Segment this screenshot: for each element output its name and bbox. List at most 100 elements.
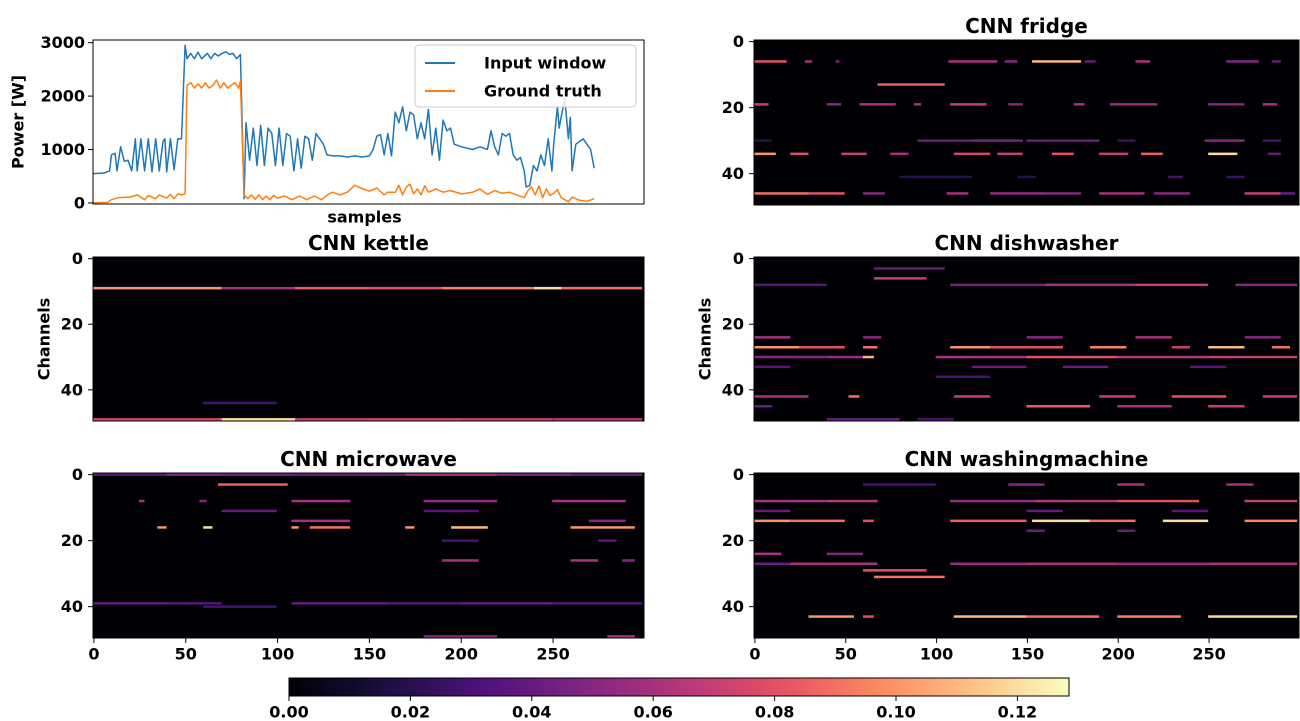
- heatmap-cell: [863, 569, 927, 572]
- heatmap-cell: [1268, 152, 1281, 156]
- colorbar-tick-label: 0.00: [269, 703, 308, 721]
- heatmap-cell: [423, 635, 498, 638]
- heatmap-cell: [1208, 355, 1298, 359]
- heatmap-cell: [166, 602, 222, 605]
- heatmap-cell: [1244, 336, 1281, 339]
- heatmap-cell: [221, 509, 277, 513]
- heatmap-cell: [863, 192, 885, 195]
- heatmap-cell: [950, 562, 1027, 565]
- heatmap-cell: [552, 418, 643, 421]
- y-tick-label: 40: [722, 380, 744, 399]
- heatmap-cell: [1141, 152, 1163, 156]
- heatmap-cell: [1171, 346, 1190, 349]
- panel-title: CNN dishwasher: [935, 231, 1119, 255]
- y-tick-label: 20: [61, 315, 83, 334]
- heatmap-cell: [826, 552, 863, 556]
- heatmap-cell: [863, 355, 874, 359]
- heatmap-cell: [1008, 103, 1023, 106]
- heatmap-background: [93, 473, 644, 638]
- heatmap-cell: [990, 346, 1063, 349]
- heatmap-cell: [622, 559, 635, 562]
- heatmap-cell: [1090, 519, 1136, 523]
- heatmap-cell: [1044, 192, 1081, 195]
- heatmap-cell: [221, 473, 292, 476]
- y-axis-label: Channels: [696, 298, 715, 381]
- heatmap-cell: [946, 192, 969, 195]
- heatmap-cell: [935, 355, 1027, 359]
- heatmap-cell: [754, 283, 827, 287]
- heatmap-cell: [1026, 529, 1045, 532]
- heatmap-cell: [1208, 346, 1245, 349]
- heatmap-cell: [754, 192, 809, 195]
- heatmap-cell: [917, 139, 972, 142]
- heatmap-cell: [1008, 483, 1045, 486]
- heatmap-cell: [1084, 60, 1096, 63]
- heatmap-cell: [93, 418, 222, 421]
- heatmap-cell: [1226, 60, 1259, 63]
- heatmap-cell: [953, 395, 991, 398]
- heatmap-cell: [607, 635, 635, 638]
- heatmap-cell: [442, 559, 479, 562]
- heatmap-cell: [291, 602, 387, 605]
- y-tick-label: 0: [733, 249, 744, 268]
- heatmap-cell: [863, 336, 882, 339]
- heatmap-cell: [808, 615, 854, 618]
- heatmap-cell: [1026, 139, 1100, 142]
- heatmap-cell: [598, 539, 617, 542]
- heatmap-cell: [997, 152, 1023, 156]
- heatmap-cell: [754, 365, 791, 369]
- heatmap-cell: [1208, 103, 1245, 106]
- heatmap-cell: [1262, 103, 1278, 106]
- heatmap-cell: [841, 152, 867, 156]
- heatmap-cell: [1208, 405, 1245, 408]
- heatmap-cell: [754, 395, 809, 398]
- y-tick-label: 0: [72, 465, 83, 484]
- heatmap-cell: [1117, 499, 1200, 503]
- heatmap-cell: [835, 60, 840, 63]
- heatmap-cell: [1026, 336, 1063, 339]
- heatmap-cell: [1135, 283, 1209, 287]
- heatmap-cell: [948, 60, 998, 63]
- y-tick-label: 40: [61, 380, 83, 399]
- y-tick-label: 0: [72, 249, 83, 268]
- heatmap-cell: [203, 401, 277, 405]
- heatmap-cell: [460, 602, 553, 605]
- panel-title: CNN fridge: [965, 14, 1088, 38]
- heatmap-cell: [953, 152, 991, 156]
- heatmap-cell: [863, 519, 874, 523]
- heatmap-cell: [913, 103, 922, 106]
- x-tick-label: 150: [1011, 645, 1044, 664]
- heatmap-cell: [754, 562, 791, 565]
- heatmap-cell: [950, 283, 1045, 287]
- heatmap-cell: [1026, 615, 1100, 618]
- heatmap-cell: [1135, 336, 1172, 339]
- y-tick-label: 1000: [40, 140, 85, 159]
- heatmap-cell: [790, 519, 845, 523]
- heatmap-cell: [295, 418, 369, 421]
- heatmap-cell: [950, 346, 991, 349]
- x-tick-label: 0: [749, 645, 760, 664]
- heatmap-cell: [157, 526, 167, 529]
- heatmap-cell: [1026, 355, 1118, 359]
- heatmap-cell: [1099, 192, 1145, 195]
- heatmap-cell: [291, 526, 299, 529]
- heatmap-cell: [368, 286, 442, 290]
- heatmap-cell: [138, 499, 145, 503]
- heatmap-cell: [1004, 60, 1018, 63]
- heatmap-cell: [1117, 562, 1209, 565]
- heatmap-cell: [1117, 615, 1181, 618]
- y-axis-label: Channels: [35, 298, 54, 381]
- heatmap-cell: [1271, 60, 1281, 63]
- x-tick-label: 100: [261, 645, 294, 664]
- x-tick-label: 250: [536, 645, 569, 664]
- heatmap-cell: [1244, 519, 1298, 523]
- heatmap-cell: [804, 60, 813, 63]
- heatmap-cell: [533, 286, 562, 290]
- y-tick-label: 0: [733, 465, 744, 484]
- legend-entry: Input window: [484, 54, 607, 73]
- heatmap-cell: [1099, 152, 1129, 156]
- heatmap-cell: [754, 336, 791, 339]
- heatmap-cell: [754, 519, 791, 523]
- heatmap-cell: [1035, 499, 1118, 503]
